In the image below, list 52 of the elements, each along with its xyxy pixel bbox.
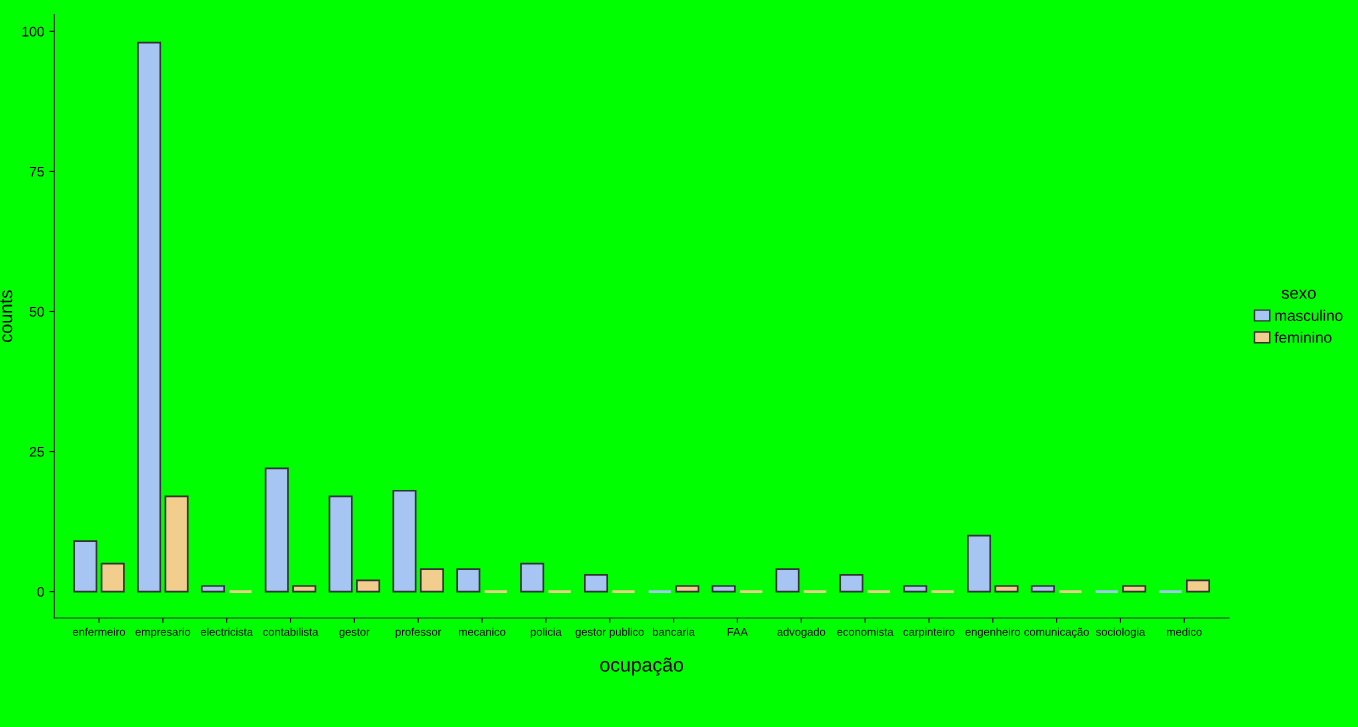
legend-label: masculino: [1275, 309, 1343, 321]
bar: [1030, 585, 1055, 593]
x-tick-label: gestor: [339, 628, 370, 639]
bar: [903, 585, 928, 593]
legend-label: feminino: [1274, 331, 1332, 343]
bar: [392, 489, 417, 593]
bar: [264, 467, 289, 593]
y-tick-label: 50: [29, 306, 45, 317]
bar: [967, 534, 992, 593]
bar: [1186, 579, 1211, 593]
bar: [675, 585, 700, 593]
x-tick-label: electricista: [200, 627, 253, 636]
bar: [137, 41, 162, 593]
x-tick-label: policia: [530, 627, 562, 639]
bar: [456, 568, 481, 593]
bar: [356, 579, 381, 593]
x-axis-title: ocupação: [600, 657, 684, 676]
x-tick-label: enfermeiro: [72, 627, 126, 636]
bar: [711, 585, 736, 593]
x-tick-label: FAA: [727, 628, 748, 636]
x-tick-label: professor: [395, 627, 442, 639]
x-tick-label: carpinteiro: [903, 627, 955, 639]
y-axis-title: counts: [0, 290, 13, 343]
bar: [419, 568, 444, 593]
bar: [73, 540, 98, 593]
x-tick-label: mecanico: [459, 627, 506, 636]
bar: [994, 585, 1019, 593]
bar: [164, 495, 189, 593]
x-tick-label: empresario: [135, 627, 191, 639]
y-tick-label: 75: [29, 166, 45, 177]
y-tick-label: 25: [29, 446, 45, 457]
bar: [839, 573, 864, 593]
bar: [100, 562, 125, 593]
y-tick-label: 100: [22, 26, 45, 37]
bar: [584, 573, 609, 593]
x-tick-label: comunicação: [1024, 627, 1089, 639]
y-tick-label: 0: [37, 586, 45, 597]
x-tick-label: contabilista: [263, 627, 319, 636]
bar: [775, 568, 800, 593]
x-tick-label: gestor publico: [575, 627, 644, 639]
x-tick-label: bancaria: [652, 627, 695, 636]
bar: [520, 562, 545, 593]
x-tick-label: sociologia: [1096, 627, 1146, 639]
bar: [1122, 585, 1147, 593]
bar: [328, 495, 353, 593]
x-tick-label: advogado: [777, 627, 826, 639]
x-tick-label: engenheiro: [965, 627, 1021, 639]
x-tick-label: economista: [837, 627, 894, 636]
legend-title: sexo: [1281, 289, 1316, 299]
bar: [200, 585, 225, 593]
x-tick-label: medico: [1167, 627, 1202, 636]
bar: [292, 585, 317, 593]
